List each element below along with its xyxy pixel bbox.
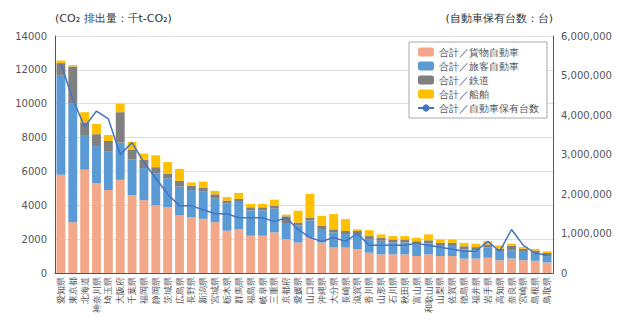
svg-text:京都府: 京都府: [281, 277, 291, 304]
svg-text:(CO₂ 排出量：千t-CO₂): (CO₂ 排出量：千t-CO₂): [55, 12, 172, 25]
svg-text:島根県: 島根県: [530, 277, 540, 304]
svg-text:山口県: 山口県: [305, 277, 315, 304]
svg-text:北海道: 北海道: [80, 277, 90, 304]
svg-text:4,000,000: 4,000,000: [561, 110, 612, 121]
svg-text:4000: 4000: [22, 200, 47, 211]
svg-text:8000: 8000: [22, 132, 47, 143]
svg-text:6,000,000: 6,000,000: [561, 31, 612, 42]
svg-text:沖縄県: 沖縄県: [317, 277, 327, 304]
svg-text:三重県: 三重県: [269, 277, 279, 304]
svg-text:1,000,000: 1,000,000: [561, 228, 612, 239]
svg-text:新潟県: 新潟県: [198, 277, 208, 304]
svg-text:千葉県: 千葉県: [127, 277, 137, 304]
svg-text:2,000,000: 2,000,000: [561, 189, 612, 200]
svg-text:岐阜県: 岐阜県: [258, 277, 268, 304]
svg-text:埼玉県: 埼玉県: [103, 277, 113, 305]
svg-text:5,000,000: 5,000,000: [561, 70, 612, 81]
svg-text:富山県: 富山県: [412, 277, 422, 304]
svg-text:長野県: 長野県: [186, 277, 196, 304]
svg-text:宮崎県: 宮崎県: [518, 277, 528, 304]
svg-text:滋賀県: 滋賀県: [352, 277, 362, 304]
svg-text:東京都: 東京都: [68, 277, 78, 304]
svg-text:10000: 10000: [15, 98, 47, 109]
svg-text:広島県: 広島県: [175, 277, 185, 304]
svg-text:合計／貨物自動車: 合計／貨物自動車: [439, 47, 519, 58]
svg-text:宮城県: 宮城県: [210, 277, 220, 304]
svg-text:和歌山県: 和歌山県: [424, 277, 434, 313]
svg-text:静岡県: 静岡県: [151, 277, 161, 304]
svg-text:秋田県: 秋田県: [400, 277, 410, 304]
svg-text:神奈川県: 神奈川県: [92, 277, 102, 313]
svg-text:12000: 12000: [15, 64, 47, 75]
svg-text:山形県: 山形県: [376, 277, 386, 304]
svg-text:福島県: 福島県: [246, 277, 256, 304]
svg-text:茨城県: 茨城県: [163, 277, 173, 304]
svg-text:鳥取県: 鳥取県: [542, 277, 552, 305]
svg-text:徳島県: 徳島県: [459, 277, 469, 304]
svg-text:14000: 14000: [15, 31, 47, 42]
svg-text:群馬県: 群馬県: [234, 277, 244, 304]
svg-text:長崎県: 長崎県: [341, 277, 351, 304]
svg-text:0: 0: [561, 268, 567, 279]
svg-text:6000: 6000: [22, 166, 47, 177]
svg-text:岩手県: 岩手県: [483, 277, 493, 304]
svg-text:栃木県: 栃木県: [222, 277, 232, 304]
svg-text:石川県: 石川県: [388, 277, 398, 304]
svg-text:奈良県: 奈良県: [507, 277, 517, 304]
svg-text:(自動車保有台数：台): (自動車保有台数：台): [445, 12, 553, 25]
svg-text:2000: 2000: [22, 234, 47, 245]
svg-text:福井県: 福井県: [471, 277, 481, 304]
svg-text:3,000,000: 3,000,000: [561, 149, 612, 160]
svg-text:大阪府: 大阪府: [115, 277, 125, 304]
svg-text:山梨県: 山梨県: [435, 277, 445, 304]
svg-text:合計／船舶: 合計／船舶: [439, 89, 489, 100]
svg-text:0: 0: [41, 268, 47, 279]
svg-text:愛媛県: 愛媛県: [293, 277, 303, 304]
svg-text:合計／旅客自動車: 合計／旅客自動車: [439, 61, 519, 72]
svg-text:佐賀県: 佐賀県: [447, 277, 457, 304]
svg-text:合計／自動車保有台数: 合計／自動車保有台数: [439, 103, 539, 114]
svg-text:合計／鉄道: 合計／鉄道: [439, 75, 489, 86]
svg-text:大分県: 大分県: [329, 277, 339, 304]
svg-text:福岡県: 福岡県: [139, 277, 149, 304]
svg-text:愛知県: 愛知県: [56, 277, 66, 304]
svg-text:香川県: 香川県: [364, 277, 374, 304]
svg-text:高知県: 高知県: [495, 277, 505, 304]
